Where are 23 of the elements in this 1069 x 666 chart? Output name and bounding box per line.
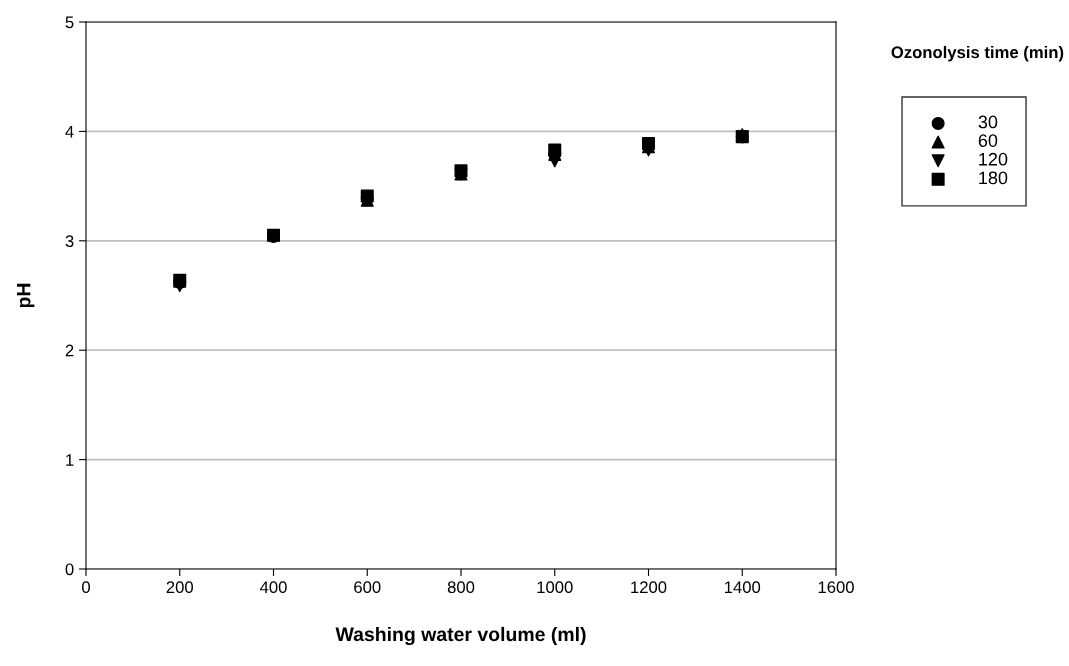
- x-tick-label: 1200: [631, 581, 667, 594]
- x-axis-title: Washing water volume (ml): [335, 626, 586, 646]
- x-tick-label: 800: [447, 581, 475, 594]
- legend-title: Ozonolysis time (min): [891, 45, 1064, 62]
- y-tick-label: 2: [65, 344, 74, 357]
- x-tick-label: 200: [166, 581, 193, 594]
- y-tick-label: 4: [65, 125, 74, 138]
- legend-label: 60: [978, 134, 998, 147]
- y-tick-label: 3: [65, 235, 74, 247]
- x-tick-label: 1000: [537, 581, 573, 594]
- x-tick-label: 400: [259, 581, 287, 594]
- legend-label: 30: [978, 115, 998, 129]
- y-tick-label: 1: [66, 454, 74, 466]
- legend-label: 120: [979, 152, 1008, 166]
- y-tick-label: 5: [65, 16, 74, 29]
- x-tick-label: 1400: [724, 581, 761, 594]
- x-tick-label: 1600: [818, 581, 854, 594]
- x-tick-label: 600: [354, 581, 381, 594]
- point: [641, 136, 656, 150]
- legend-label: 180: [979, 171, 1008, 185]
- y-tick-label: 0: [65, 563, 74, 576]
- x-tick-label: 0: [82, 581, 90, 594]
- y-axis-title: pH: [16, 283, 35, 308]
